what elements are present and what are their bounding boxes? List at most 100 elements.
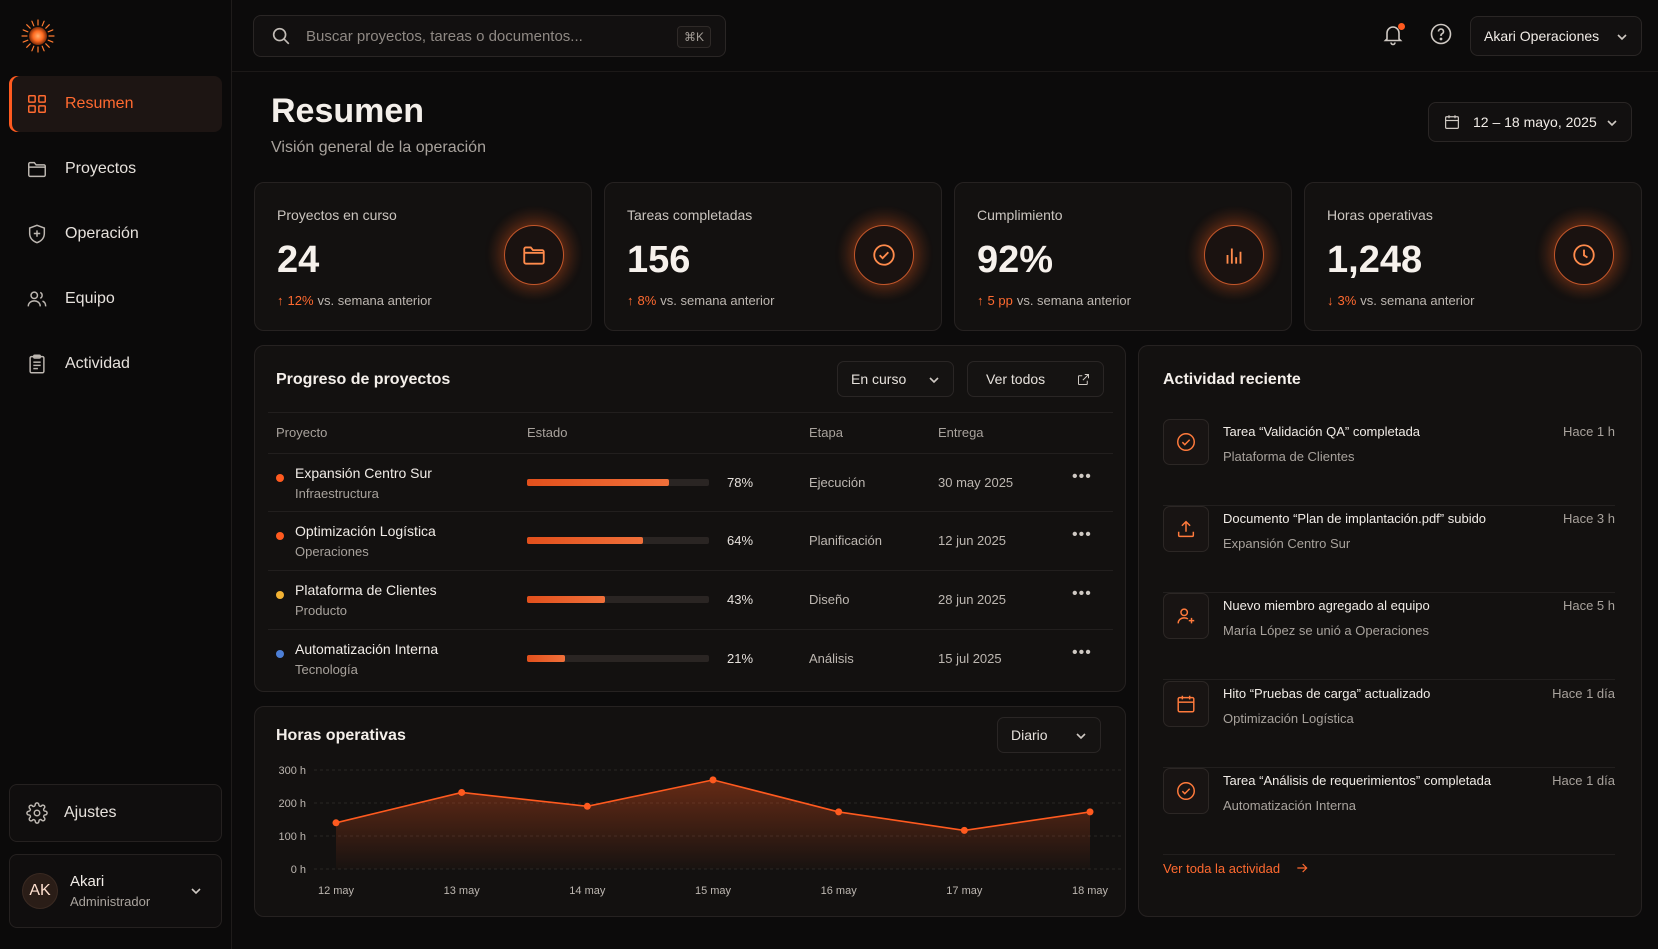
more-options-icon[interactable]: ••• — [1072, 526, 1092, 543]
sidebar-item-label: Proyectos — [65, 160, 137, 177]
check-circle-icon — [873, 244, 895, 266]
activity-title: Hito “Pruebas de carga” actualizado — [1223, 686, 1431, 701]
table-row[interactable]: Automatización Interna Tecnología 21% Análi… — [268, 629, 1113, 687]
filter-label: En curso — [851, 371, 907, 387]
user-role: Administrador — [70, 894, 151, 909]
data-point[interactable] — [583, 802, 591, 810]
more-options-icon[interactable]: ••• — [1072, 468, 1092, 485]
activity-subtitle: Automatización Interna — [1223, 798, 1356, 813]
y-tick-label: 300 h — [278, 765, 306, 777]
sidebar-item-resumen[interactable]: Resumen — [9, 76, 222, 132]
data-point[interactable] — [960, 826, 968, 834]
progress-percent: 43% — [727, 592, 754, 607]
activity-subtitle: Optimización Logística — [1223, 711, 1354, 726]
project-category: Infraestructura — [295, 486, 379, 501]
view-all-projects-button[interactable]: Ver todos — [967, 361, 1104, 397]
page-subtitle: Visión general de la operación — [271, 139, 486, 156]
data-point[interactable] — [709, 776, 717, 784]
table-row[interactable]: Optimización Logística Operaciones 64% Plan… — [268, 511, 1113, 569]
project-name: Plataforma de Clientes — [295, 582, 437, 598]
settings-label: Ajustes — [64, 804, 117, 821]
projects-title: Progreso de proyectos — [276, 371, 451, 388]
kpi-card-tareas[interactable]: Tareas completadas 156 ↑ 8% vs. semana ant… — [604, 182, 942, 331]
project-category: Tecnología — [295, 662, 358, 677]
activity-title: Documento “Plan de implantación.pdf” sub… — [1223, 511, 1487, 526]
column-header-estado: Estado — [527, 425, 568, 440]
progress-percent: 78% — [727, 475, 754, 490]
date-range-label: 12 – 18 mayo, 2025 — [1473, 114, 1597, 130]
status-dot — [276, 532, 284, 540]
activity-title: Tarea “Validación QA” completada — [1223, 424, 1421, 439]
workspace-selector[interactable]: Akari Operaciones — [1470, 16, 1642, 56]
series-area — [336, 779, 1090, 869]
sidebar-item-proyectos[interactable]: Proyectos — [9, 141, 222, 197]
activity-time: Hace 1 día — [1552, 773, 1615, 788]
kpi-delta-suffix: vs. semana anterior — [1016, 293, 1131, 308]
kpi-badge — [854, 225, 914, 285]
activity-time: Hace 3 h — [1562, 511, 1615, 526]
x-tick-label: 13 may — [444, 885, 481, 897]
activity-item[interactable]: Hito “Pruebas de carga” actualizado Optim… — [1163, 681, 1615, 768]
project-due-date: 30 may 2025 — [938, 475, 1014, 490]
activity-item[interactable]: Tarea “Análisis de requerimientos” compl… — [1163, 768, 1615, 855]
progress-percent: 64% — [727, 533, 754, 548]
kpi-delta-suffix: vs. semana anterior — [660, 293, 775, 308]
data-point[interactable] — [458, 788, 466, 796]
kpi-delta-suffix: vs. semana anterior — [317, 293, 432, 308]
activity-item[interactable]: Documento “Plan de implantación.pdf” sub… — [1163, 506, 1615, 593]
kpi-card-cumplimiento[interactable]: Cumplimiento 92% ↑ 5 pp vs. semana anterio… — [954, 182, 1292, 331]
avatar: AK — [22, 873, 58, 909]
chevron-down-icon — [191, 888, 201, 895]
kpi-value: 92% — [977, 239, 1054, 281]
activity-title: Tarea “Análisis de requerimientos” compl… — [1223, 773, 1492, 788]
date-range-picker[interactable]: 12 – 18 mayo, 2025 — [1428, 102, 1632, 142]
search-input[interactable]: Buscar proyectos, tareas o documentos...… — [253, 15, 726, 57]
user-info: Akari Administrador — [70, 873, 150, 909]
gear-icon — [26, 802, 48, 824]
activity-item[interactable]: Nuevo miembro agregado al equipo María Ló… — [1163, 593, 1615, 680]
progress-bar — [527, 655, 709, 662]
arrow-up-icon: ↑ — [277, 293, 284, 308]
x-tick-label: 16 may — [821, 885, 858, 897]
data-point[interactable] — [1086, 808, 1094, 816]
kpi-card-horas[interactable]: Horas operativas 1,248 ↓ 3% vs. semana ant… — [1304, 182, 1642, 331]
kpi-delta: ↑ 5 pp vs. semana anterior — [977, 293, 1131, 308]
notifications-button[interactable] — [1381, 22, 1407, 48]
view-all-label: Ver todos — [986, 371, 1046, 387]
table-divider — [268, 412, 1113, 413]
notification-dot — [1398, 23, 1405, 30]
projects-panel — [254, 345, 1126, 692]
table-row[interactable]: Expansión Centro Sur Infraestructura 78% Ej… — [268, 453, 1113, 511]
table-row[interactable]: Plataforma de Clientes Producto 43% Diseño 2… — [268, 570, 1113, 628]
user-menu[interactable]: AK Akari Administrador — [9, 854, 222, 928]
sidebar-item-label: Resumen — [65, 95, 134, 112]
progress-bar-fill — [527, 596, 606, 603]
kpi-delta-value: 3% — [1337, 293, 1357, 308]
project-category: Producto — [295, 603, 348, 618]
project-due-date: 28 jun 2025 — [938, 592, 1006, 607]
view-all-activity-link[interactable]: Ver toda la actividad — [1163, 860, 1310, 876]
sidebar-item-operacion[interactable]: Operación — [9, 206, 222, 262]
more-options-icon[interactable]: ••• — [1072, 644, 1092, 661]
column-header-etapa: Etapa — [809, 425, 843, 440]
data-point[interactable] — [332, 819, 340, 827]
calendar-icon — [1163, 681, 1209, 727]
folder-icon — [25, 157, 49, 181]
hours-granularity-dropdown[interactable]: Diario — [997, 717, 1101, 753]
more-options-icon[interactable]: ••• — [1072, 585, 1092, 602]
sidebar-item-actividad[interactable]: Actividad — [9, 336, 222, 392]
project-due-date: 15 jul 2025 — [938, 651, 1002, 666]
data-point[interactable] — [835, 808, 843, 816]
sidebar-item-equipo[interactable]: Equipo — [9, 271, 222, 327]
help-button[interactable] — [1429, 22, 1455, 48]
settings-button[interactable]: Ajustes — [9, 784, 222, 842]
projects-filter-dropdown[interactable]: En curso — [837, 361, 954, 397]
project-category: Operaciones — [295, 544, 369, 559]
progress-bar-fill — [527, 655, 566, 662]
logo-icon[interactable] — [21, 19, 55, 53]
column-header-proyecto: Proyecto — [276, 425, 328, 440]
kpi-card-proyectos[interactable]: Proyectos en curso 24 ↑ 12% vs. semana ant… — [254, 182, 592, 331]
clock-icon — [1573, 244, 1595, 266]
project-phase: Planificación — [809, 533, 882, 548]
activity-item[interactable]: Tarea “Validación QA” completada Platafor… — [1163, 419, 1615, 506]
